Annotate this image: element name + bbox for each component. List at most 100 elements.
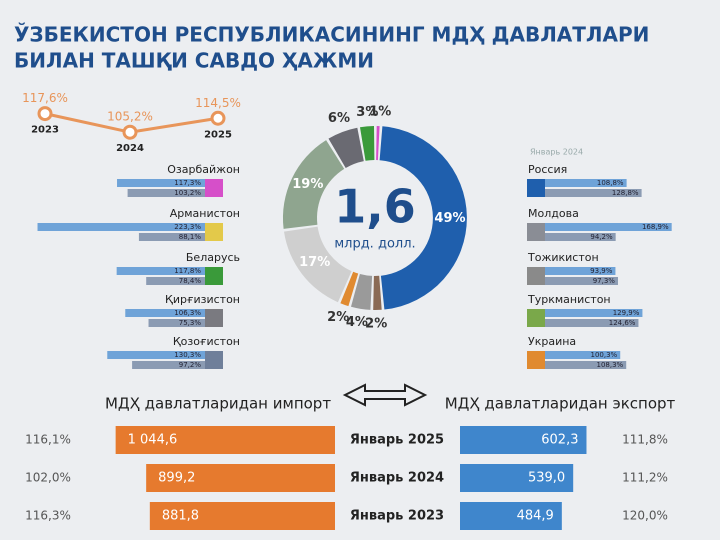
- export-growth: 111,8%: [622, 433, 668, 447]
- donut-segment: [376, 126, 380, 161]
- country-swatch: [527, 351, 545, 369]
- donut-label: 19%: [292, 177, 323, 192]
- period-label: Январь 2025: [350, 433, 444, 448]
- country-bar-label: 168,9%: [642, 223, 669, 231]
- country-name: Украина: [528, 335, 576, 348]
- country-bar-label: 117,8%: [174, 267, 201, 275]
- country-bar-label: 129,9%: [613, 309, 640, 317]
- country-bar: [545, 179, 627, 187]
- country-swatch: [205, 309, 223, 327]
- export-growth: 120,0%: [622, 509, 668, 523]
- donut-label: 17%: [299, 255, 330, 270]
- country-bar-label: 124,6%: [609, 319, 636, 327]
- trend-point: [210, 110, 226, 126]
- country-name: Молдова: [528, 207, 579, 220]
- donut-label: 4%: [346, 315, 368, 330]
- country-bar: [545, 223, 672, 231]
- country-name: Туркманистон: [527, 293, 611, 306]
- import-growth: 116,1%: [25, 433, 71, 447]
- country-bar: [125, 309, 205, 317]
- country-swatch: [527, 309, 545, 327]
- country-bar-label: 94,2%: [590, 233, 613, 241]
- donut-label: 6%: [328, 111, 350, 126]
- trend-label: 105,2%: [107, 110, 153, 124]
- trend-label: 117,6%: [22, 91, 68, 105]
- country-bar: [545, 267, 616, 275]
- country-swatch: [527, 267, 545, 285]
- country-bar: [138, 233, 205, 241]
- donut-label: 3%: [356, 105, 378, 120]
- country-bar: [545, 319, 639, 327]
- donut-label: 2%: [327, 310, 349, 325]
- donut-segment: [282, 140, 345, 229]
- country-bar: [127, 189, 205, 197]
- country-swatch: [205, 351, 223, 369]
- import-growth: 116,3%: [25, 509, 71, 523]
- country-bar-label: 100,3%: [591, 351, 618, 359]
- country-bar: [545, 233, 616, 241]
- total-unit: млрд. долл.: [334, 237, 415, 252]
- country-bar-label: 128,8%: [612, 189, 639, 197]
- import-bar: [146, 464, 335, 492]
- country-bar: [545, 309, 643, 317]
- donut-segment: [373, 275, 382, 311]
- country-swatch: [527, 223, 545, 241]
- country-name: Беларусь: [186, 251, 240, 264]
- country-bar: [146, 277, 205, 285]
- country-bar: [116, 267, 205, 275]
- country-bar-label: 78,4%: [179, 277, 202, 285]
- country-bar: [148, 319, 205, 327]
- total-value: 1,6: [334, 180, 416, 234]
- country-swatch: [205, 267, 223, 285]
- export-bar: [460, 502, 562, 530]
- export-label: 539,0: [528, 471, 565, 486]
- donut-hole: [318, 161, 432, 275]
- country-bar: [37, 223, 206, 231]
- country-swatch: [205, 223, 223, 241]
- donut-label: 1%: [369, 105, 391, 120]
- country-bar-label: 88,1%: [179, 233, 202, 241]
- trend-point: [122, 124, 138, 140]
- country-name: Арманистон: [170, 207, 240, 220]
- section-heading: МДҲ давлатларидан экспорт: [445, 395, 676, 413]
- country-name: Тожикистон: [527, 251, 599, 264]
- import-label: 1 044,6: [128, 433, 178, 448]
- country-bar-label: 75,3%: [179, 319, 202, 327]
- import-label: 881,8: [162, 509, 199, 524]
- donut-segment: [379, 126, 467, 310]
- country-bar: [545, 277, 618, 285]
- country-bar: [132, 361, 205, 369]
- country-bar: [545, 361, 627, 369]
- title-line: ЎЗБЕКИСТОН РЕСПУБЛИКАСИНИНГ МДҲ ДАВЛАТЛА…: [14, 23, 649, 47]
- import-growth: 102,0%: [25, 471, 71, 485]
- legend-text: Январь 2024: [530, 148, 583, 157]
- title-line: БИЛАН ТАШҚИ САВДО ҲАЖМИ: [14, 49, 374, 73]
- country-name: Қирғизистон: [165, 293, 240, 306]
- donut-segment: [360, 126, 375, 161]
- country-name: Озарбайжон: [167, 163, 240, 176]
- country-bar: [107, 351, 205, 359]
- year-label: 2024: [116, 143, 144, 154]
- section-heading: МДҲ давлатларидан импорт: [105, 395, 331, 413]
- country-swatch: [527, 179, 545, 197]
- country-name: Қозоғистон: [173, 335, 240, 348]
- donut-label: 49%: [434, 211, 465, 226]
- export-bar: [460, 426, 587, 454]
- period-label: Январь 2023: [350, 509, 444, 524]
- country-bar: [117, 179, 205, 187]
- export-label: 602,3: [541, 433, 578, 448]
- country-bar-label: 103,2%: [174, 189, 201, 197]
- country-bar-label: 97,3%: [593, 277, 616, 285]
- import-label: 899,2: [158, 471, 195, 486]
- import-bar: [115, 426, 335, 454]
- exchange-arrow: [342, 383, 428, 407]
- donut-segment: [351, 274, 373, 310]
- export-bar: [460, 464, 574, 492]
- import-bar: [149, 502, 335, 530]
- donut-segment: [284, 226, 352, 303]
- export-label: 484,9: [517, 509, 554, 524]
- trend-label: 114,5%: [195, 96, 241, 110]
- country-bar-label: 97,2%: [179, 361, 202, 369]
